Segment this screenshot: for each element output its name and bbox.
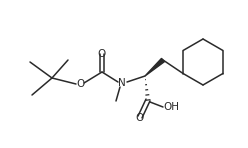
Text: N: N: [118, 78, 126, 88]
Polygon shape: [145, 58, 164, 76]
Text: O: O: [98, 49, 106, 59]
Text: O: O: [136, 113, 144, 123]
Text: OH: OH: [163, 102, 179, 112]
Text: O: O: [76, 79, 84, 89]
